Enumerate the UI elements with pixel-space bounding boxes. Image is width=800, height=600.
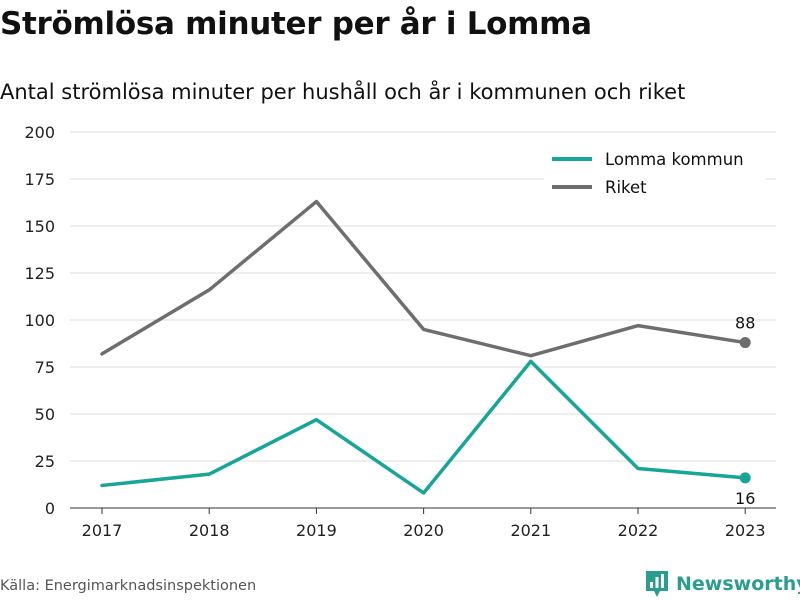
y-tick-label: 50 bbox=[35, 405, 55, 424]
end-point-marker bbox=[739, 337, 751, 349]
y-tick-label: 175 bbox=[24, 170, 55, 189]
end-point-marker bbox=[739, 472, 751, 484]
x-tick-label: 2019 bbox=[296, 521, 337, 540]
y-tick-label: 75 bbox=[35, 358, 55, 377]
y-tick-label: 125 bbox=[24, 264, 55, 283]
x-tick-label: 2017 bbox=[82, 521, 123, 540]
chart-subtitle: Antal strömlösa minuter per hushåll och … bbox=[0, 80, 686, 104]
y-tick-label: 200 bbox=[24, 123, 55, 142]
y-tick-label: 0 bbox=[45, 499, 55, 518]
x-tick-label: 2023 bbox=[725, 521, 766, 540]
legend-label: Riket bbox=[605, 178, 647, 197]
y-tick-label: 100 bbox=[24, 311, 55, 330]
chart-title: Strömlösa minuter per år i Lomma bbox=[0, 6, 592, 42]
bar-chart-logo-icon bbox=[646, 571, 668, 597]
legend-label: Lomma kommun bbox=[605, 150, 744, 169]
x-tick-label: 2022 bbox=[618, 521, 659, 540]
y-tick-label: 150 bbox=[24, 217, 55, 236]
y-tick-label: 25 bbox=[35, 452, 55, 471]
x-tick-label: 2021 bbox=[510, 521, 551, 540]
legend-background bbox=[544, 146, 766, 204]
x-tick-label: 2018 bbox=[189, 521, 230, 540]
source-note: Källa: Energimarknadsinspektionen bbox=[0, 578, 257, 594]
data-label: 88 bbox=[735, 314, 755, 333]
series-line bbox=[100, 199, 747, 358]
x-tick-label: 2020 bbox=[403, 521, 444, 540]
brand-logo: Newsworthy bbox=[644, 568, 800, 600]
brand-name: Newsworthy bbox=[676, 573, 800, 595]
series-line bbox=[100, 359, 747, 495]
data-label: 16 bbox=[735, 489, 755, 508]
